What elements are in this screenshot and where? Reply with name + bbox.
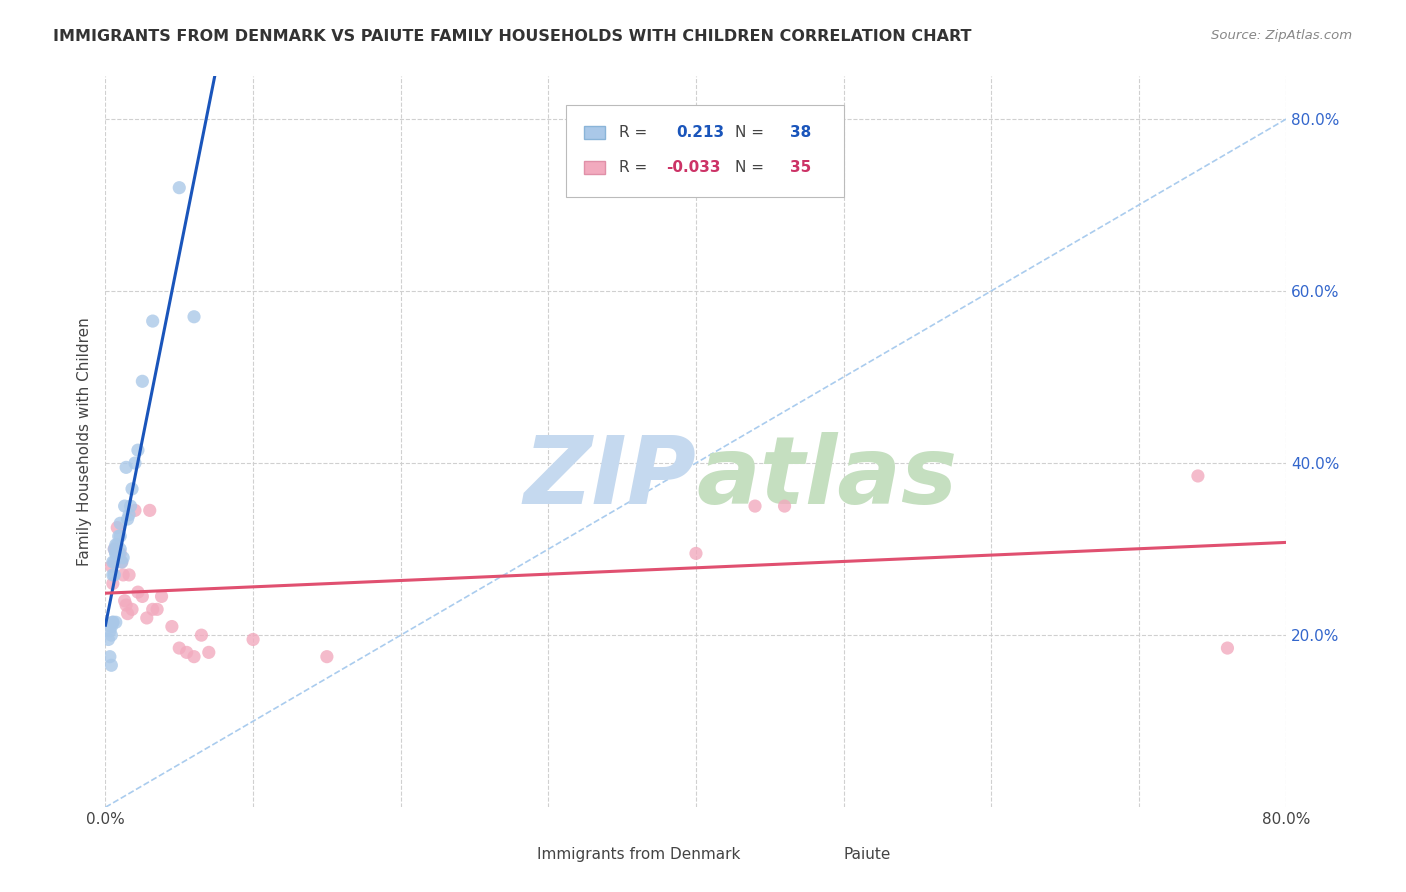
Point: [104, 542, 127, 557]
FancyBboxPatch shape: [583, 161, 605, 174]
Point: [131, 374, 153, 388]
Point: [105, 546, 128, 560]
Point: [118, 568, 141, 582]
Point: [100, 619, 122, 633]
Y-axis label: Family Households with Children: Family Households with Children: [76, 318, 91, 566]
Point: [146, 602, 169, 616]
Point: [1216, 641, 1239, 656]
Point: [100, 559, 122, 574]
Point: [105, 520, 128, 534]
Point: [107, 546, 129, 560]
Point: [685, 546, 707, 560]
Point: [110, 516, 132, 531]
Point: [114, 593, 136, 607]
Point: [98, 624, 121, 638]
Point: [101, 576, 124, 591]
Point: [114, 499, 136, 513]
Text: Paiute: Paiute: [844, 847, 891, 862]
Point: [115, 598, 138, 612]
Text: -0.033: -0.033: [666, 160, 721, 175]
Point: [242, 632, 264, 647]
Point: [100, 658, 122, 673]
Text: atlas: atlas: [696, 432, 957, 524]
Point: [118, 508, 141, 522]
Text: N =: N =: [735, 160, 769, 175]
Point: [105, 538, 128, 552]
Text: 35: 35: [790, 160, 811, 175]
Point: [97, 632, 120, 647]
Point: [101, 615, 124, 630]
Point: [773, 499, 796, 513]
Text: 0.213: 0.213: [676, 125, 724, 140]
Text: Immigrants from Denmark: Immigrants from Denmark: [537, 847, 740, 862]
Point: [107, 546, 129, 560]
Point: [121, 602, 143, 616]
Point: [112, 550, 135, 565]
Point: [115, 460, 138, 475]
Point: [183, 310, 205, 324]
Point: [176, 645, 198, 659]
Text: Source: ZipAtlas.com: Source: ZipAtlas.com: [1212, 29, 1353, 42]
Point: [1187, 469, 1209, 483]
Point: [127, 585, 149, 599]
Point: [142, 314, 165, 328]
Text: R =: R =: [619, 125, 652, 140]
Point: [104, 538, 127, 552]
Point: [169, 641, 191, 656]
Point: [101, 555, 124, 569]
Text: IMMIGRANTS FROM DENMARK VS PAIUTE FAMILY HOUSEHOLDS WITH CHILDREN CORRELATION CH: IMMIGRANTS FROM DENMARK VS PAIUTE FAMILY…: [53, 29, 972, 44]
Point: [107, 529, 129, 543]
Point: [101, 568, 124, 582]
Point: [111, 555, 134, 569]
Point: [127, 443, 149, 458]
Point: [138, 503, 162, 517]
Point: [121, 482, 143, 496]
Point: [103, 542, 125, 557]
Point: [169, 180, 191, 194]
Point: [110, 542, 132, 557]
Point: [120, 499, 142, 513]
Point: [98, 649, 121, 664]
Point: [101, 615, 124, 630]
Point: [315, 649, 337, 664]
FancyBboxPatch shape: [495, 847, 529, 863]
Point: [190, 628, 212, 642]
Point: [110, 546, 132, 560]
Point: [131, 590, 153, 604]
Point: [104, 546, 127, 560]
FancyBboxPatch shape: [803, 847, 835, 863]
Point: [110, 529, 132, 543]
Point: [111, 555, 134, 569]
Point: [150, 590, 173, 604]
Point: [142, 602, 165, 616]
Point: [124, 503, 146, 517]
FancyBboxPatch shape: [583, 126, 605, 139]
Point: [197, 645, 219, 659]
Point: [744, 499, 766, 513]
Point: [104, 546, 127, 560]
Text: ZIP: ZIP: [523, 432, 696, 524]
FancyBboxPatch shape: [567, 105, 844, 196]
Point: [135, 611, 157, 625]
Point: [112, 568, 135, 582]
Point: [103, 568, 125, 582]
Point: [103, 542, 125, 557]
Point: [124, 456, 146, 470]
Point: [117, 607, 139, 621]
Point: [160, 619, 183, 633]
Point: [103, 555, 125, 569]
Point: [117, 512, 139, 526]
Point: [183, 649, 205, 664]
Point: [100, 628, 122, 642]
Text: R =: R =: [619, 160, 652, 175]
Text: N =: N =: [735, 125, 769, 140]
Text: 38: 38: [790, 125, 811, 140]
Point: [104, 615, 127, 630]
